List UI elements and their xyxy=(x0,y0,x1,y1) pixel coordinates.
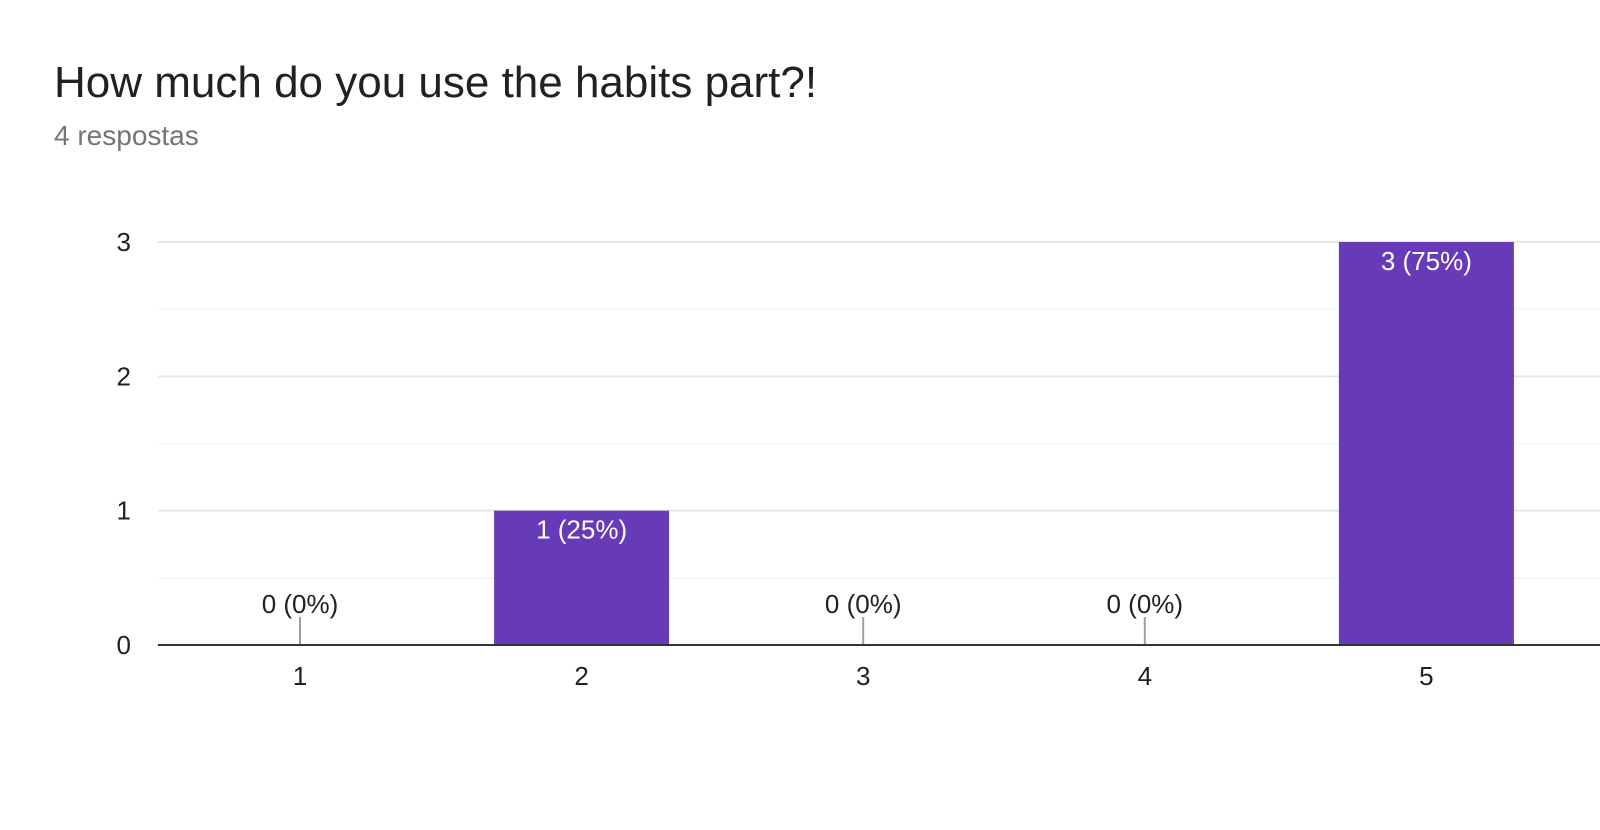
y-tick-label: 1 xyxy=(117,496,131,526)
x-tick-label: 3 xyxy=(856,661,870,691)
bar-value-label: 3 (75%) xyxy=(1381,246,1472,276)
x-tick-label: 4 xyxy=(1138,661,1152,691)
bar xyxy=(494,510,670,645)
x-tick-label: 5 xyxy=(1419,661,1433,691)
y-tick-label: 2 xyxy=(117,361,131,391)
bar-value-label: 0 (0%) xyxy=(825,589,902,619)
bar-value-label: 0 (0%) xyxy=(262,589,339,619)
bar xyxy=(1338,242,1514,645)
x-tick-label: 2 xyxy=(574,661,588,691)
bar-value-label: 0 (0%) xyxy=(1107,589,1184,619)
y-tick-label: 0 xyxy=(117,630,131,660)
question-title: How much do you use the habits part?! xyxy=(54,58,818,107)
y-tick-label: 3 xyxy=(117,227,131,257)
response-count: 4 respostas xyxy=(54,120,199,151)
x-tick-label: 1 xyxy=(293,661,307,691)
bar-value-label: 1 (25%) xyxy=(536,515,627,545)
